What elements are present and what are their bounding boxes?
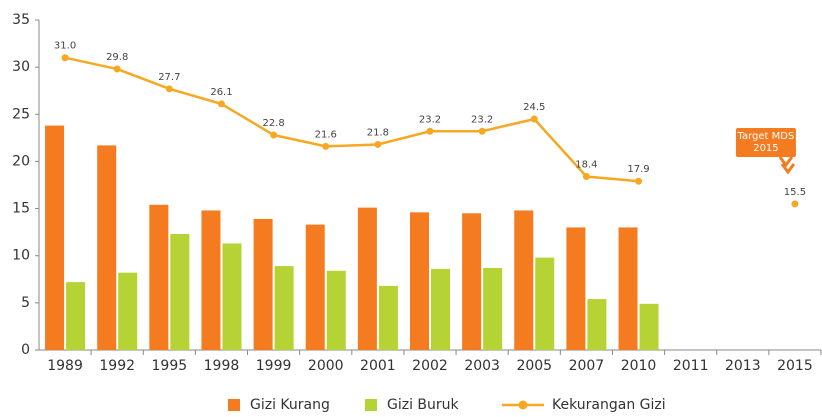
bar [462, 213, 482, 350]
bar [201, 210, 221, 350]
bar [357, 207, 377, 350]
x-tick-label: 2000 [308, 358, 344, 374]
x-tick-label: 2002 [412, 358, 448, 374]
bar [45, 125, 65, 350]
bar [410, 212, 429, 350]
line-point [217, 100, 225, 108]
line-point [322, 142, 330, 150]
bar [431, 268, 450, 350]
x-tick-label: 1995 [152, 358, 188, 374]
line-point [478, 127, 486, 135]
value-label: 27.7 [158, 72, 180, 83]
x-tick-label: 2011 [673, 358, 709, 374]
x-tick-label: 2003 [464, 358, 500, 374]
annotation: 2015 [753, 143, 778, 154]
y-tick-label: 20 [12, 153, 30, 169]
x-tick-label: 1989 [47, 358, 83, 374]
bar [118, 272, 138, 350]
bar [66, 282, 86, 350]
x-tick-label: 2007 [569, 358, 605, 374]
bar [639, 303, 659, 350]
bar [253, 218, 273, 350]
annotation-chevron [778, 156, 796, 175]
value-label: 31.0 [54, 41, 76, 52]
x-tick-label: 2013 [725, 358, 761, 374]
x-tick-label: 2010 [621, 358, 657, 374]
bar [566, 227, 586, 350]
value-label: 18.4 [575, 160, 597, 171]
y-tick-label: 10 [12, 248, 30, 264]
bar [274, 266, 294, 350]
line-point [374, 140, 382, 148]
y-tick-label: 30 [12, 59, 30, 75]
value-label: 21.6 [315, 129, 337, 140]
bar [618, 227, 638, 350]
x-tick-label: 2015 [777, 358, 813, 374]
bar [97, 145, 117, 350]
bar [222, 243, 242, 350]
value-label: 22.8 [262, 118, 284, 129]
bar [305, 224, 325, 350]
line-point [582, 173, 590, 181]
line-point [530, 115, 538, 123]
line-point [635, 177, 643, 185]
bar [587, 299, 607, 350]
value-label: 29.8 [106, 52, 128, 63]
bar [514, 210, 534, 350]
annotation: Target MDS [737, 131, 795, 142]
x-tick-label: 2001 [360, 358, 396, 374]
value-label: 26.1 [210, 87, 232, 98]
bar [378, 285, 398, 350]
line-point [61, 54, 69, 62]
annotation-box [735, 128, 796, 157]
y-tick-label: 35 [12, 12, 30, 28]
line [64, 56, 639, 183]
value-label: 23.2 [419, 114, 441, 125]
x-tick-label: 1998 [204, 358, 240, 374]
line-point [270, 131, 278, 139]
x-tick-label: 1992 [99, 358, 135, 374]
legend-marker [518, 400, 528, 410]
x-tick-label: 2005 [516, 358, 552, 374]
bar [483, 267, 503, 350]
line-point [165, 85, 173, 93]
bar [170, 234, 190, 350]
bar [326, 270, 346, 350]
line-point [113, 65, 121, 73]
y-tick-label: 25 [12, 106, 30, 122]
value-label: 24.5 [523, 102, 545, 113]
legend-swatch [365, 399, 377, 411]
legend-label: Gizi Kurang [250, 397, 330, 413]
legend-swatch [228, 399, 240, 411]
line-point [426, 127, 434, 135]
x-tick-label: 1999 [256, 358, 292, 374]
bar [149, 204, 169, 350]
value-label: 17.9 [627, 164, 649, 175]
value-label: 21.8 [367, 127, 389, 138]
legend-label: Kekurangan Gizi [552, 397, 666, 413]
bar [535, 257, 555, 350]
line-point [791, 200, 799, 208]
value-label: 23.2 [471, 114, 493, 125]
y-tick-label: 5 [21, 295, 30, 311]
legend-label: Gizi Buruk [387, 397, 460, 413]
y-tick-label: 15 [12, 201, 30, 217]
value-label: 15.5 [784, 187, 806, 198]
y-tick-label: 0 [21, 342, 30, 358]
